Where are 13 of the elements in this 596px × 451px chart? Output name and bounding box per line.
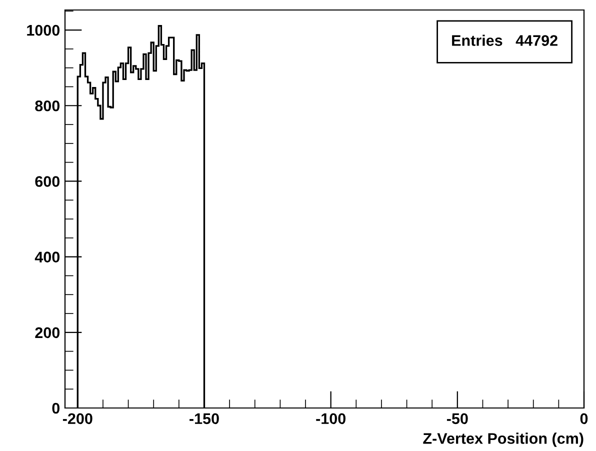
y-tick-label: 0 (52, 402, 60, 414)
x-tick-label: -50 (446, 413, 468, 424)
x-tick-label: -150 (190, 413, 219, 424)
y-tick-label: 200 (35, 327, 60, 338)
y-tick-label: 600 (35, 176, 60, 187)
annotation: Entries 44792 (452, 34, 558, 46)
y-tick-label: 800 (35, 100, 60, 112)
x-tick-label: 0 (580, 413, 588, 424)
x-tick-label: -100 (316, 413, 346, 424)
y-tick-label: 1000 (27, 24, 60, 36)
x-axis-title: Z-Vertex Position (cm) (423, 432, 584, 447)
y-tick-label: 400 (34, 252, 60, 262)
x-tick-label: -200 (62, 413, 92, 424)
